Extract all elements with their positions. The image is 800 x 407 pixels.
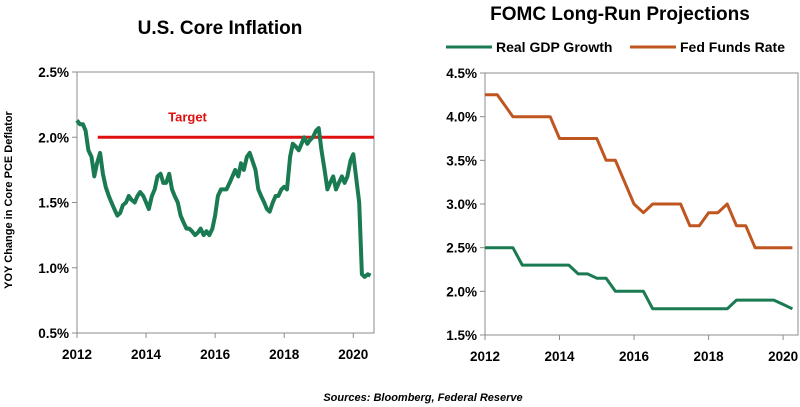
chart2-x-ticks: 2012 2014 2016 2018 2020 [470, 335, 798, 364]
chart1-y-tick-label: 2.5% [446, 241, 477, 256]
legend: Real GDP Growth Fed Funds Rate [446, 39, 785, 55]
chart0-x-tick-label: 2012 [62, 347, 92, 362]
chart0-y-tick-label: 2.0% [38, 130, 69, 145]
chart2-plot-frame [484, 72, 799, 336]
source-note: Sources: Bloomberg, Federal Reserve [323, 392, 522, 404]
chart1-plot-frame [76, 71, 375, 334]
chart1-x-tick-label: 2020 [768, 349, 798, 364]
chart0-y-tick-label: 1.5% [38, 196, 69, 211]
chart1-x-tick-label: 2016 [619, 349, 650, 364]
chart0-y-tick-label: 1.0% [38, 261, 69, 276]
chart1-x-ticks: 2012 2014 2016 2018 2020 [62, 333, 368, 362]
core-inflation-line [75, 119, 372, 279]
chart1-y-tick-label: 1.5% [446, 328, 477, 343]
fed-funds-rate-line [485, 93, 793, 250]
target-label: Target [168, 109, 207, 124]
chart0-y-tick-label: 0.5% [38, 326, 69, 341]
real-gdp-growth-line [485, 246, 794, 311]
chart1-y-axis-label: YOY Change in Core PCE Deflator [3, 110, 15, 288]
chart1-x-tick-label: 2018 [694, 349, 725, 364]
legend-label-fed: Fed Funds Rate [680, 39, 785, 55]
chart1-y-tick-label: 2.0% [446, 284, 477, 299]
chart1-x-tick-label: 2012 [470, 349, 500, 364]
chart2-y-ticks: 1.5% 2.0% 2.5% 3.0% 3.5% 4.0% 4.5% [446, 66, 485, 343]
chart1-y-tick-label: 4.5% [446, 66, 477, 81]
chart1-x-tick-label: 2014 [545, 349, 576, 364]
chart0-x-tick-label: 2020 [338, 347, 368, 362]
chart1-y-tick-label: 3.0% [446, 197, 477, 212]
chart1-y-tick-label: 4.0% [446, 110, 477, 125]
chart1-y-ticks: 0.5% 1.0% 1.5% 2.0% 2.5% [38, 65, 77, 341]
chart0-x-tick-label: 2014 [131, 347, 162, 362]
chart0-y-tick-label: 2.5% [38, 65, 69, 80]
legend-label-gdp: Real GDP Growth [496, 39, 612, 55]
chart1-y-tick-label: 3.5% [446, 153, 477, 168]
chart0-x-tick-label: 2018 [269, 347, 300, 362]
chart0-x-tick-label: 2016 [200, 347, 231, 362]
chart1-title: U.S. Core Inflation [138, 18, 303, 39]
chart2-title: FOMC Long-Run Projections [490, 4, 750, 25]
